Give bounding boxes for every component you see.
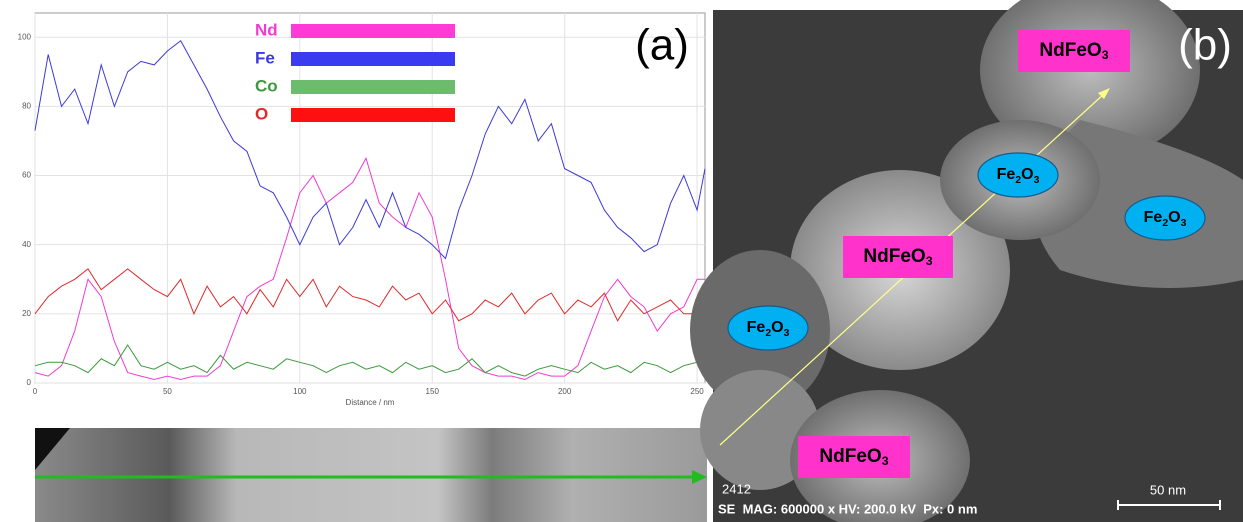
- legend-swatch: [291, 108, 455, 122]
- y-tick-label: 40: [22, 240, 31, 249]
- x-tick-label: 150: [426, 387, 440, 396]
- plot-area: [35, 13, 705, 383]
- label-text: O: [1168, 209, 1180, 226]
- label-text: Fe: [997, 166, 1016, 183]
- image-label: NdFeO3: [863, 246, 932, 268]
- y-tick-label: 20: [22, 309, 31, 318]
- legend-swatch: [291, 80, 455, 94]
- legend-swatch: [291, 24, 455, 38]
- legend-label: O: [255, 104, 268, 123]
- y-tick-label: 100: [18, 32, 32, 41]
- label-text: NdFeO: [1039, 40, 1101, 61]
- subscript: 3: [1181, 218, 1187, 229]
- x-tick-label: 100: [293, 387, 307, 396]
- y-tick-label: 0: [27, 378, 32, 387]
- image-info: 2412: [722, 481, 751, 496]
- sem-image: [690, 0, 1243, 522]
- y-tick-label: 80: [22, 101, 31, 110]
- label-text: NdFeO: [819, 446, 881, 467]
- label-text: Fe: [1144, 209, 1163, 226]
- legend-label: Fe: [255, 48, 275, 67]
- panel-label: (a): [635, 21, 689, 70]
- subscript: 3: [784, 328, 790, 339]
- image-footer: SE MAG: 600000 x HV: 200.0 kV Px: 0 nm: [718, 501, 977, 516]
- x-axis-label: Distance / nm: [346, 398, 395, 407]
- subscript: 3: [1102, 48, 1109, 62]
- label-text: O: [771, 319, 783, 336]
- x-tick-label: 50: [163, 387, 172, 396]
- label-text: NdFeO: [863, 246, 925, 267]
- x-tick-label: 250: [690, 387, 704, 396]
- figure: 0 20 40 60 80 100 0 50 100 150 200 250 Nd Fe Co O (a) D…: [0, 0, 1243, 522]
- image-label: NdFeO3: [819, 446, 888, 468]
- subscript: 3: [882, 454, 889, 468]
- subscript: 3: [1034, 175, 1040, 186]
- scale-bar-label: 50 nm: [1150, 482, 1186, 497]
- legend-label: Nd: [255, 20, 278, 39]
- subscript: 3: [926, 254, 933, 268]
- legend-label: Co: [255, 76, 278, 95]
- scan-image: [35, 428, 707, 522]
- x-tick-label: 200: [558, 387, 572, 396]
- image-label: NdFeO3: [1039, 40, 1108, 62]
- label-text: O: [1021, 166, 1033, 183]
- x-tick-label: 0: [33, 387, 38, 396]
- panel-label: (b): [1178, 21, 1232, 70]
- legend-swatch: [291, 52, 455, 66]
- y-tick-label: 60: [22, 171, 31, 180]
- label-text: Fe: [747, 319, 766, 336]
